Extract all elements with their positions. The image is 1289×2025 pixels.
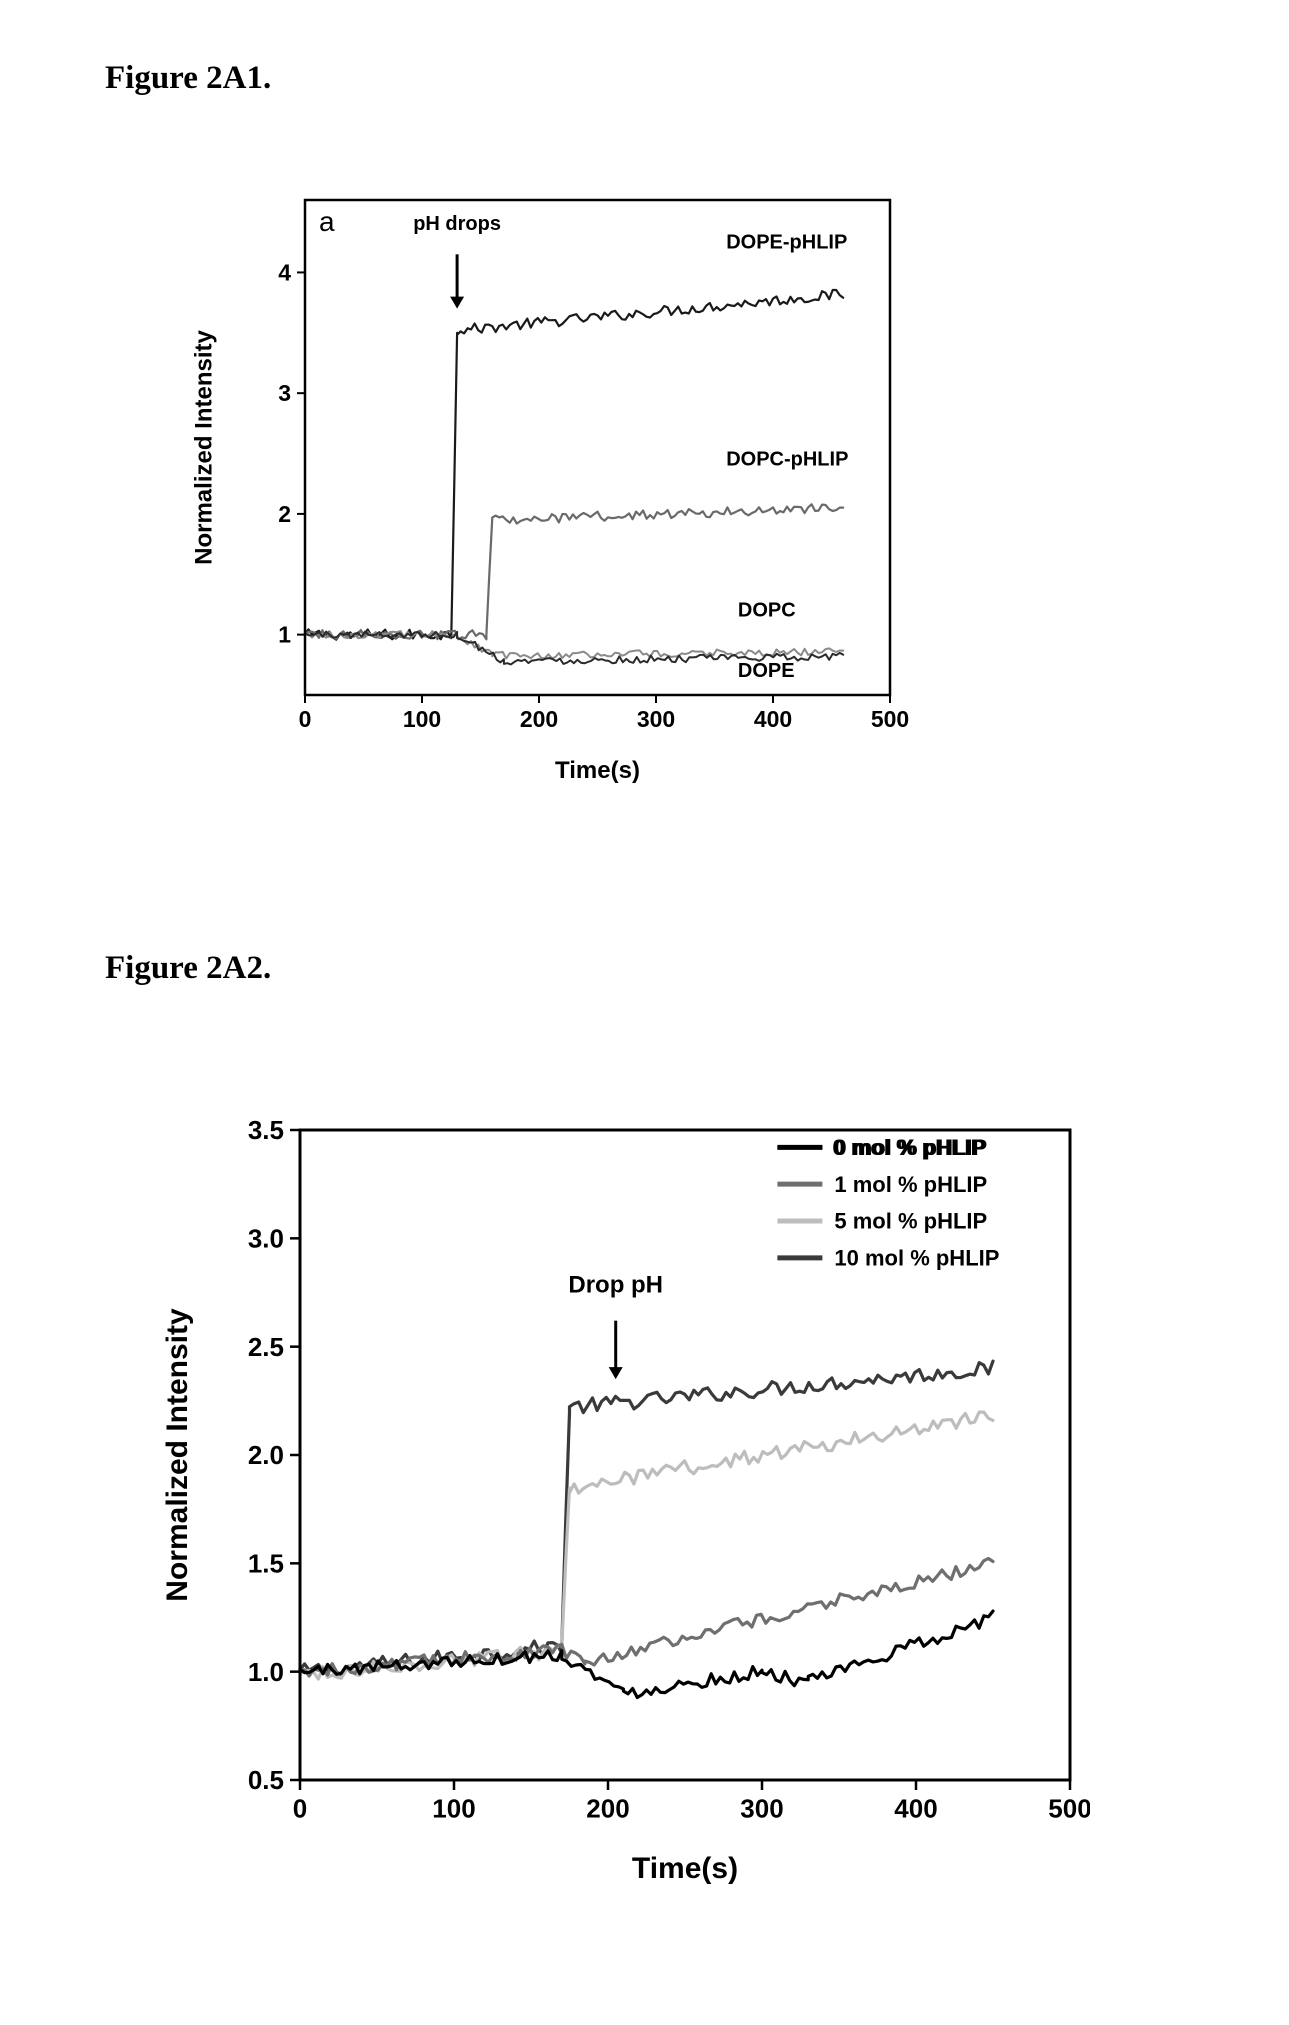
x-tick-label: 400 (754, 706, 792, 732)
legend-label: 10 mol % pHLIP (834, 1246, 999, 1271)
x-tick-label: 100 (432, 1793, 475, 1823)
x-tick-label: 200 (586, 1793, 629, 1823)
annotation-label: pH drops (413, 213, 501, 235)
x-axis-label: Time(s) (632, 1852, 738, 1885)
series-label: DOPE (738, 660, 795, 682)
x-tick-label: 0 (293, 1793, 307, 1823)
legend-label: 0 mol % pHLIP (834, 1135, 987, 1160)
x-tick-label: 500 (871, 706, 909, 732)
y-tick-label: 1 (278, 622, 291, 648)
x-tick-label: 200 (520, 706, 558, 732)
x-tick-label: 400 (894, 1793, 937, 1823)
y-tick-label: 2 (278, 501, 291, 527)
series-label: DOPC-pHLIP (726, 449, 848, 471)
legend-label: 1 mol % pHLIP (834, 1172, 987, 1197)
y-tick-label: 3.5 (248, 1115, 284, 1145)
page: Figure 2A1. 0 100 200 300 400 500 1 2 3 4 Time(s) N… (0, 0, 1289, 2025)
figure-2a1-title: Figure 2A1. (105, 60, 271, 97)
y-tick-label: 3.0 (248, 1223, 284, 1253)
y-tick-label: 2.0 (248, 1440, 284, 1470)
x-tick-label: 300 (740, 1793, 783, 1823)
figure-2a1-chart: 0 100 200 300 400 500 1 2 3 4 Time(s) Normalized In… (190, 180, 910, 790)
x-axis-label: Time(s) (555, 757, 640, 784)
y-tick-label: 3 (278, 380, 291, 406)
x-tick-label: 0 (299, 706, 312, 732)
figure-2a2-title: Figure 2A2. (105, 950, 271, 987)
panel-letter: a (319, 206, 335, 237)
x-tick-label: 500 (1048, 1793, 1090, 1823)
figure-2a2-chart: 0 100 200 300 400 500 0.5 1.0 1.5 2.0 2.5 3.0 3.5 Tim… (160, 1110, 1090, 1890)
series-label: DOPE-pHLIP (726, 231, 847, 253)
y-tick-label: 1.5 (248, 1548, 284, 1578)
y-tick-label: 0.5 (248, 1765, 284, 1795)
y-axis-label: Normalized Intensity (191, 329, 218, 564)
y-tick-label: 2.5 (248, 1332, 284, 1362)
legend-label: 5 mol % pHLIP (834, 1209, 987, 1234)
annotation-label: Drop pH (568, 1272, 663, 1299)
x-tick-label: 100 (403, 706, 441, 732)
x-tick-label: 300 (637, 706, 675, 732)
series-label: DOPC (738, 600, 796, 622)
y-tick-label: 1.0 (248, 1657, 284, 1687)
y-tick-label: 4 (278, 259, 291, 285)
y-axis-label: Normalized Intensity (161, 1308, 194, 1602)
